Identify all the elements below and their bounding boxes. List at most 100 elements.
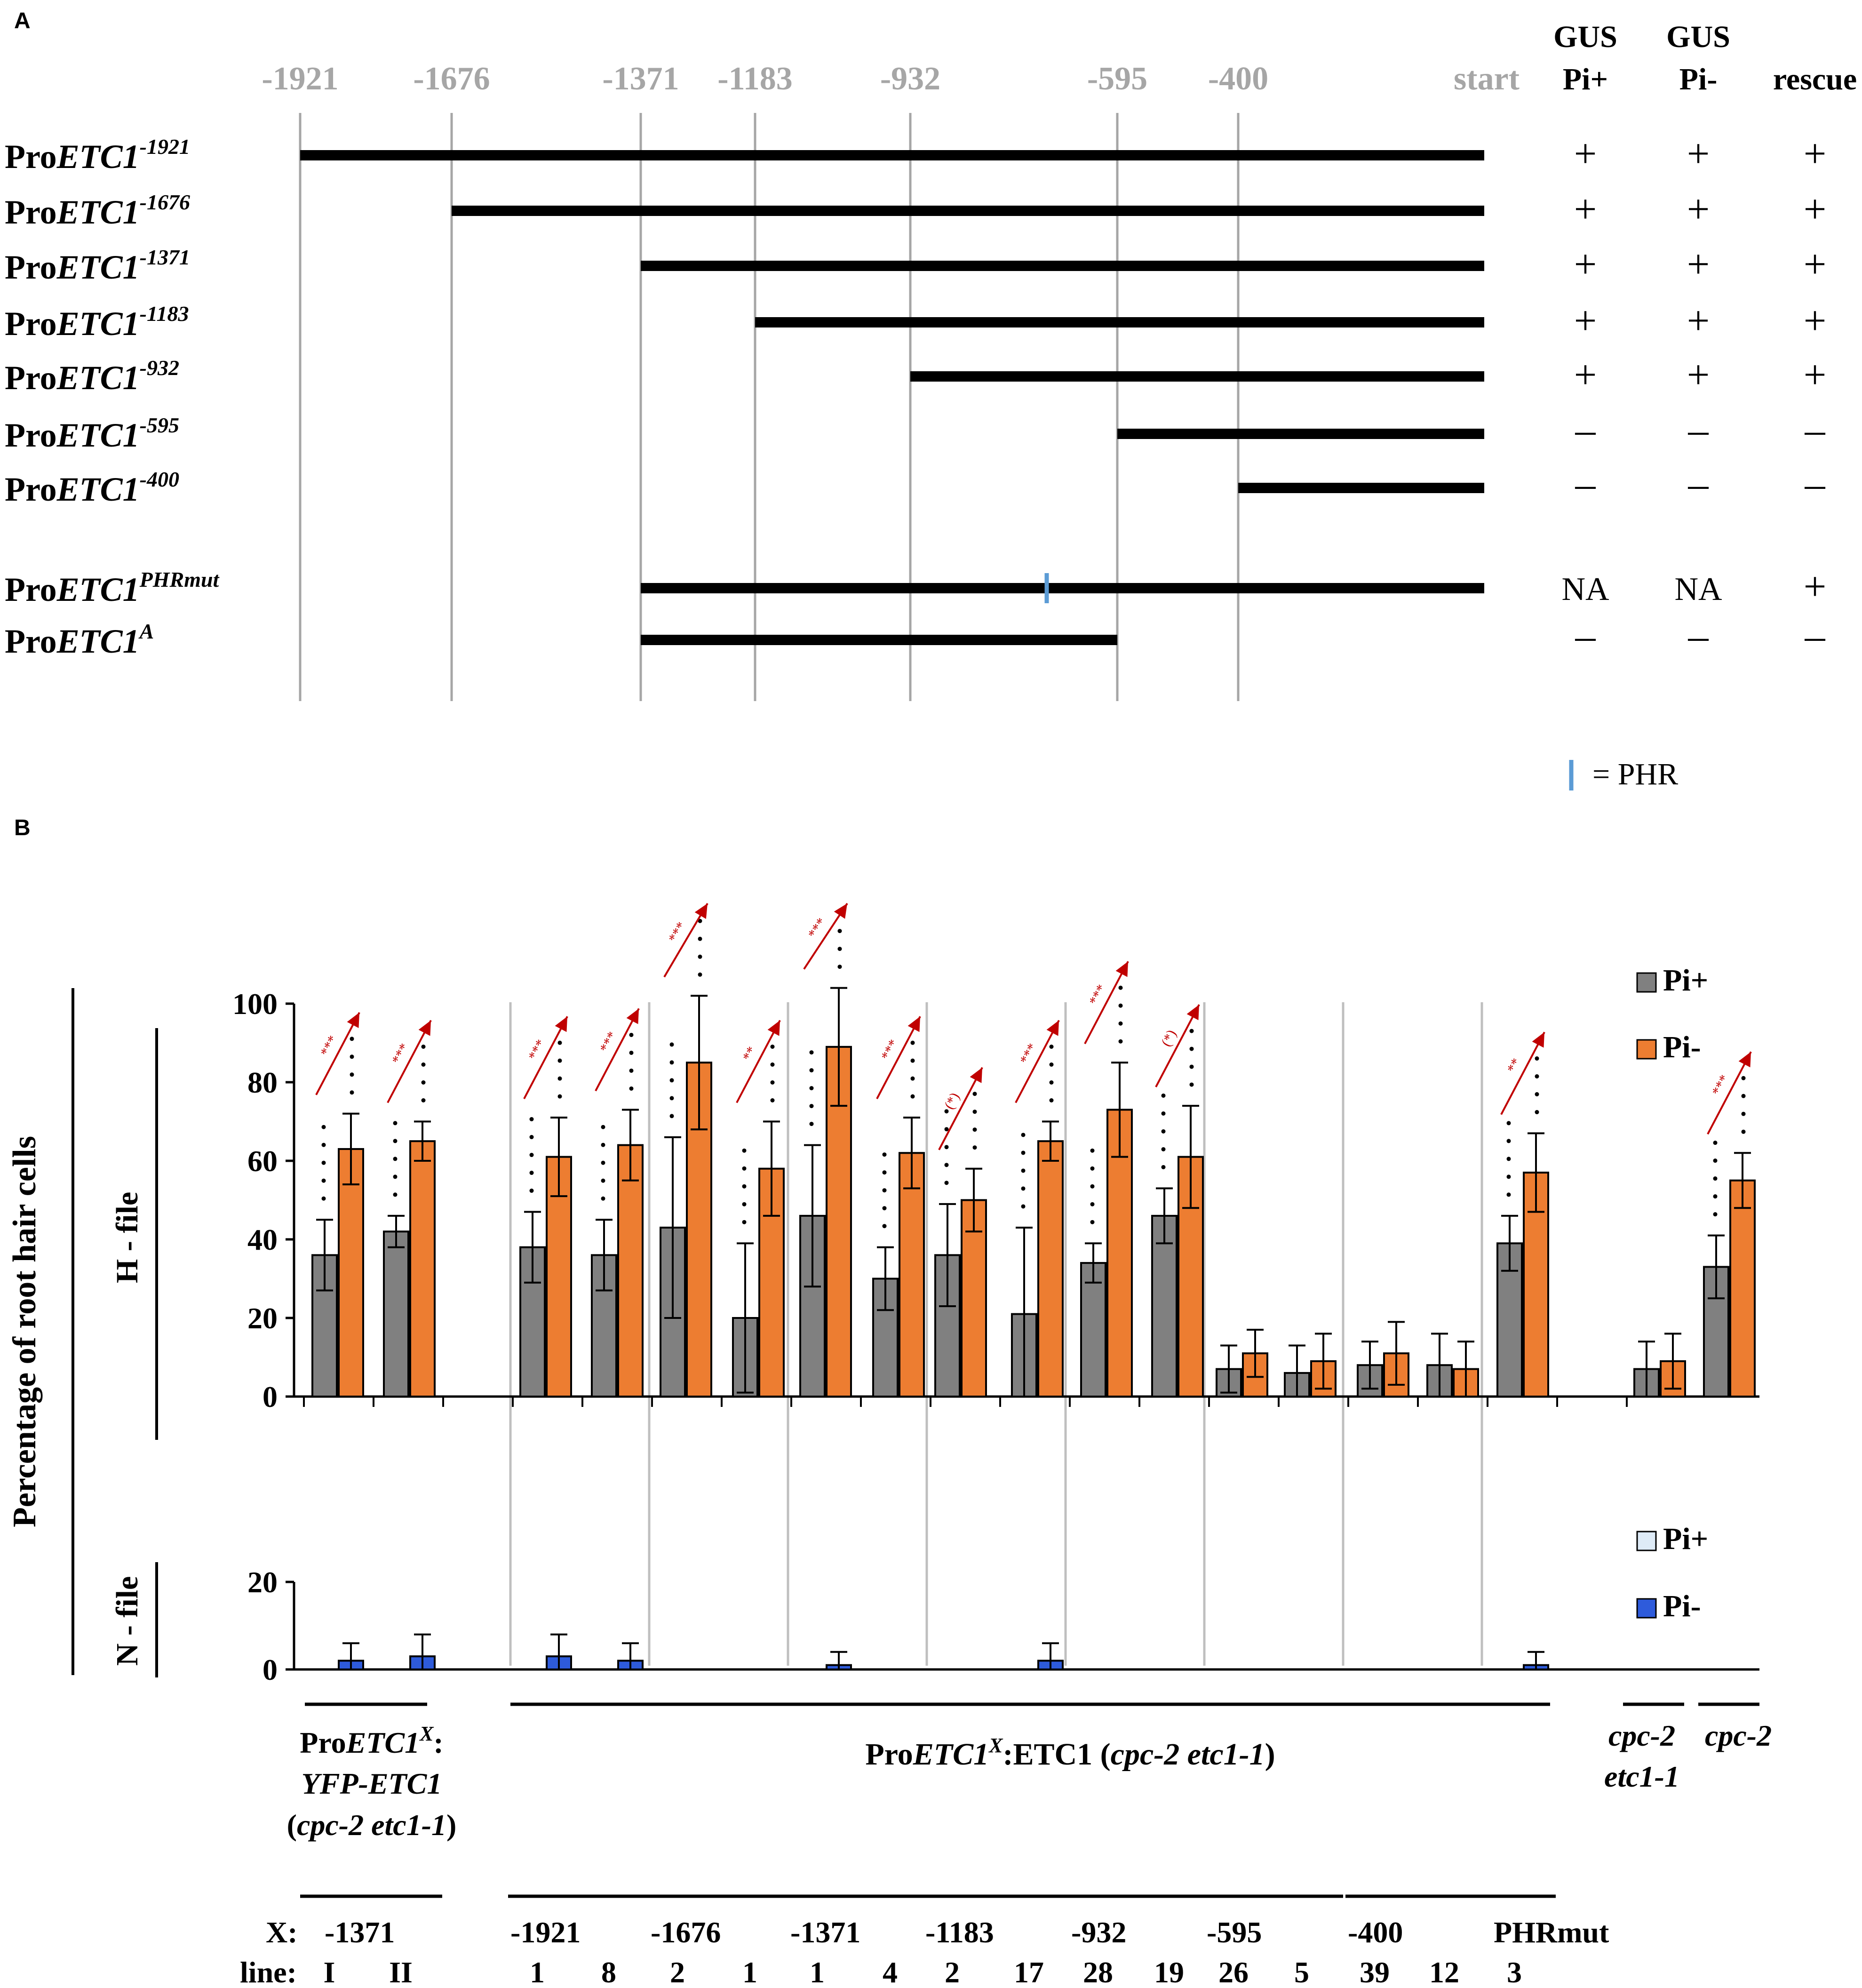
- significance-arrow: [523, 1016, 568, 1100]
- legend-swatch-pi-plus-gray: [1636, 972, 1657, 993]
- result-mark: +: [1574, 186, 1597, 232]
- legend-swatch-pi-minus-orange: [1636, 1039, 1657, 1060]
- x-group-label: -595: [1207, 1916, 1262, 1949]
- trend-dot: [882, 1188, 887, 1193]
- trend-dot: [421, 1098, 426, 1102]
- trend-dot: [350, 1037, 354, 1041]
- trend-dot: [944, 1109, 949, 1114]
- significance-arrowhead: [555, 1016, 567, 1032]
- trend-dot: [1535, 1092, 1539, 1097]
- y-tick-label: 100: [232, 987, 278, 1021]
- trend-dot: [742, 1220, 747, 1224]
- trend-dot: [698, 936, 702, 941]
- line-number: 26: [1218, 1956, 1249, 1988]
- group-separators: [509, 1002, 1762, 1666]
- trend-dot: [601, 1142, 605, 1147]
- trend-dot: [1161, 1111, 1166, 1116]
- bar-pi-minus: [899, 1152, 925, 1398]
- trend-dot: [809, 1050, 814, 1055]
- panel-b-label: B: [14, 815, 31, 840]
- significance-arrow: [1015, 1020, 1060, 1103]
- trend-dot: [393, 1139, 398, 1143]
- trend-dot: [321, 1160, 326, 1165]
- panel-b: B Percentage of root hair cells H - file…: [7, 815, 1772, 1988]
- trend-dot: [629, 1050, 634, 1055]
- trend-dot: [529, 1153, 534, 1158]
- trend-dot: [421, 1045, 426, 1049]
- position-label: -1183: [717, 61, 792, 97]
- significance-label: (*): [941, 1090, 963, 1112]
- trend-dot: [1021, 1150, 1026, 1155]
- column-header-line2: Pi+: [1563, 62, 1608, 96]
- trend-dot: [1090, 1202, 1095, 1206]
- bar-pi-minus: [1037, 1140, 1064, 1397]
- construct-row: ProETC1-1183 + + +: [5, 298, 1826, 343]
- trend-dot: [910, 1094, 915, 1099]
- construct-name: ProETC1-1371: [5, 245, 190, 286]
- result-mark: +: [1687, 298, 1710, 343]
- result-mark: NA: [1674, 571, 1722, 607]
- trend-dot: [1506, 1174, 1511, 1179]
- trend-dot: [601, 1160, 605, 1165]
- trend-dot: [1161, 1165, 1166, 1169]
- trend-dot: [350, 1072, 354, 1077]
- result-mark: +: [1574, 241, 1597, 287]
- trend-dot: [1021, 1186, 1026, 1191]
- significance-arrow: [938, 1067, 983, 1150]
- line-number: 12: [1429, 1956, 1459, 1988]
- x-group-label: -1676: [651, 1916, 721, 1949]
- trend-dot: [809, 1068, 814, 1073]
- trend-dot: [350, 1090, 354, 1095]
- trend-dot: [629, 1068, 634, 1073]
- position-label: -1921: [262, 61, 338, 97]
- n-file-label: N - file: [110, 1576, 144, 1666]
- trend-dot: [1506, 1139, 1511, 1143]
- double-mutant-line1: cpc-2: [1608, 1719, 1675, 1752]
- trend-dot: [698, 954, 702, 959]
- result-mark: +: [1804, 298, 1827, 343]
- trend-dot: [1741, 1111, 1746, 1116]
- trend-dot: [529, 1117, 534, 1122]
- legend-swatch-pi-minus-blue: [1636, 1598, 1657, 1619]
- line-number: 1: [742, 1956, 757, 1988]
- trend-dot: [529, 1171, 534, 1175]
- trend-dot: [1021, 1168, 1026, 1173]
- trend-dot: [1713, 1176, 1718, 1181]
- construct-name: ProETC1-932: [5, 356, 179, 397]
- trend-dot: [1049, 1098, 1054, 1102]
- column-header-line2: rescue: [1773, 62, 1857, 96]
- trend-dot: [698, 972, 702, 977]
- trend-dot: [882, 1206, 887, 1211]
- trend-dot: [557, 1058, 562, 1063]
- result-mark: –: [1575, 407, 1596, 452]
- significance-arrow: [315, 1012, 360, 1095]
- result-mark: –: [1805, 407, 1826, 452]
- significance-arrowhead: [1115, 961, 1128, 977]
- trend-dot: [742, 1166, 747, 1171]
- line-number: 39: [1360, 1956, 1390, 1988]
- trend-dot: [742, 1148, 747, 1153]
- result-mark: +: [1687, 352, 1710, 397]
- h-file-legend: Pi+ Pi-: [1636, 963, 1708, 1064]
- trend-dot: [972, 1110, 977, 1114]
- bar-pi-plus: [1151, 1214, 1178, 1397]
- construct-name: ProETC1-1921: [5, 135, 190, 176]
- significance-label: (*): [1158, 1027, 1179, 1049]
- trend-dot: [910, 1076, 915, 1081]
- trend-dot: [669, 1078, 674, 1083]
- significance-arrowhead: [418, 1020, 431, 1036]
- trend-dot: [1118, 1039, 1123, 1044]
- significance-arrow: [595, 1008, 640, 1092]
- result-mark: –: [1805, 461, 1826, 506]
- trend-dot: [972, 1145, 977, 1150]
- x-group-label: PHRmut: [1494, 1916, 1609, 1949]
- trend-dot: [557, 1094, 562, 1099]
- result-mark: +: [1574, 131, 1597, 176]
- trend-dot: [1741, 1076, 1746, 1080]
- trend-dot: [770, 1080, 775, 1085]
- trend-dot: [529, 1189, 534, 1193]
- trend-dot: [1189, 1064, 1194, 1069]
- significance-arrowhead: [1738, 1052, 1751, 1068]
- trend-dot: [1021, 1204, 1026, 1209]
- trend-dot: [1741, 1129, 1746, 1134]
